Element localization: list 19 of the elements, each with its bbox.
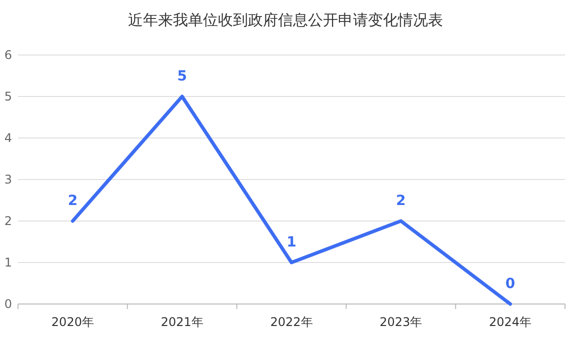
data-label: 2: [68, 193, 78, 209]
y-tick-label: 1: [4, 256, 12, 270]
data-label: 5: [177, 68, 187, 84]
y-tick-label: 4: [4, 131, 12, 145]
y-tick-label: 2: [4, 214, 12, 228]
y-tick-label: 6: [4, 48, 12, 62]
y-tick-label: 0: [4, 297, 12, 311]
line-series: [70, 94, 512, 306]
y-tick-label: 3: [4, 172, 12, 186]
x-tick-label: 2020年: [51, 315, 94, 329]
data-label: 1: [286, 234, 296, 250]
data-label: 0: [505, 276, 516, 292]
chart-title: 近年来我单位收到政府信息公开申请变化情况表: [128, 11, 443, 29]
y-tick-label: 5: [4, 90, 12, 104]
x-tick-label: 2021年: [160, 315, 204, 329]
x-tick-label: 2024年: [489, 315, 532, 329]
x-tick-label: 2023年: [380, 315, 422, 329]
data-label: 2: [396, 193, 406, 209]
x-tick-label: 2022年: [270, 315, 313, 329]
